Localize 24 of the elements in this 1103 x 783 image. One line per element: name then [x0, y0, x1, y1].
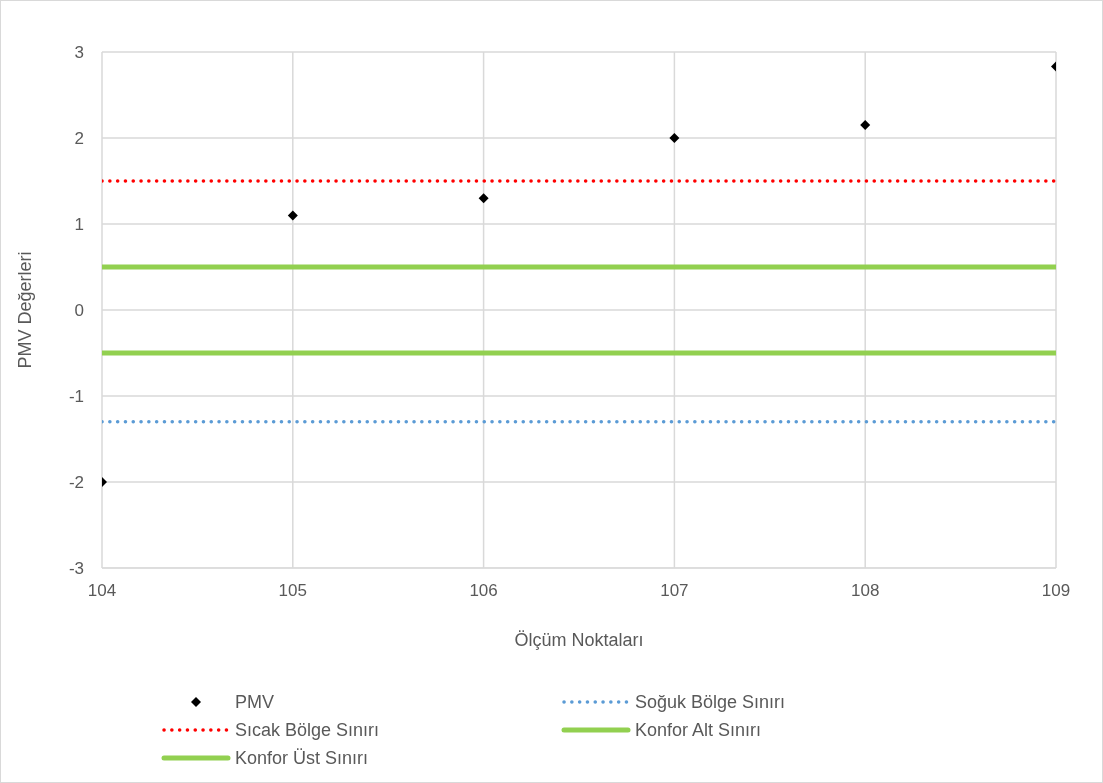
- x-tick-label: 107: [660, 581, 689, 601]
- point: [669, 133, 680, 143]
- y-axis-title: PMV Değerleri: [15, 251, 36, 369]
- legend-label: PMV: [235, 691, 275, 713]
- legend-label: Konfor Alt Sınırı: [635, 719, 762, 741]
- point: [860, 120, 871, 131]
- x-tick-label: 109: [1041, 581, 1071, 601]
- y-tick-label: -3: [68, 559, 84, 579]
- y-tick-label: 1: [74, 215, 84, 235]
- legend-label: Sıcak Bölge Sınırı: [235, 719, 380, 741]
- x-tick-label: 108: [851, 581, 880, 601]
- x-tick-label: 106: [469, 581, 498, 601]
- point: [287, 210, 298, 221]
- y-tick-label: -1: [68, 387, 84, 407]
- x-axis-title: Ölçüm Noktaları: [514, 630, 644, 650]
- legend-label: Soğuk Bölge Sınırı: [635, 691, 786, 713]
- y-tick-label: -2: [68, 473, 84, 493]
- y-tick-label: 2: [74, 129, 84, 149]
- x-tick-label: 104: [87, 581, 117, 601]
- y-tick-label: 3: [74, 43, 84, 63]
- legend-label: Konfor Üst Sınırı: [235, 747, 369, 769]
- point: [478, 193, 489, 204]
- y-tick-label: 0: [74, 301, 84, 321]
- x-tick-label: 105: [278, 581, 307, 601]
